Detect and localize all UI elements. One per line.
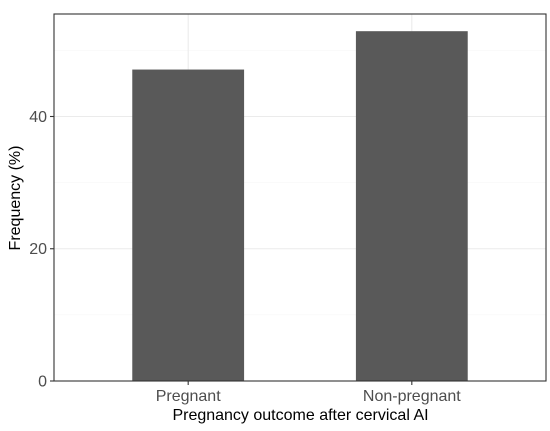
y-axis-title: Frequency (%) <box>7 146 24 251</box>
bar-non-pregnant <box>355 31 468 382</box>
x-axis: Pregnant Non-pregnant <box>156 381 461 405</box>
bars <box>132 31 468 382</box>
bar-pregnant <box>132 69 245 381</box>
x-tick-label: Pregnant <box>156 388 221 405</box>
x-tick-label: Non-pregnant <box>363 388 461 405</box>
panel-border <box>53 13 547 382</box>
y-tick-label: 40 <box>29 109 47 126</box>
x-axis-title: Pregnancy outcome after cervical AI <box>172 407 428 424</box>
y-axis: 0 20 40 <box>29 109 54 391</box>
y-tick-label: 0 <box>38 374 47 391</box>
y-tick-label: 20 <box>29 241 47 258</box>
